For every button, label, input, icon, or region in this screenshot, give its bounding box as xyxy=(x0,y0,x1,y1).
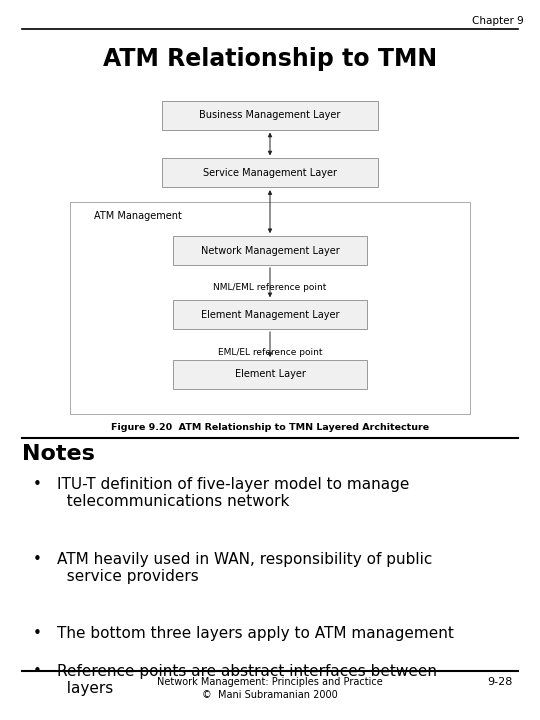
Bar xyxy=(173,236,367,265)
Bar xyxy=(173,360,367,389)
Text: The bottom three layers apply to ATM management: The bottom three layers apply to ATM man… xyxy=(57,626,454,642)
Text: Reference points are abstract interfaces between
  layers: Reference points are abstract interfaces… xyxy=(57,664,437,696)
Text: 9-28: 9-28 xyxy=(488,677,513,687)
Text: EML/EL reference point: EML/EL reference point xyxy=(218,348,322,356)
Text: Network Management: Principles and Practice
©  Mani Subramanian 2000: Network Management: Principles and Pract… xyxy=(157,677,383,700)
Text: ATM heavily used in WAN, responsibility of public
  service providers: ATM heavily used in WAN, responsibility … xyxy=(57,552,432,584)
Text: Service Management Layer: Service Management Layer xyxy=(203,168,337,178)
Bar xyxy=(173,300,367,329)
Text: •: • xyxy=(32,477,41,492)
Text: Network Management Layer: Network Management Layer xyxy=(201,246,339,256)
Text: Figure 9.20  ATM Relationship to TMN Layered Architecture: Figure 9.20 ATM Relationship to TMN Laye… xyxy=(111,423,429,432)
Text: ATM Management: ATM Management xyxy=(94,211,183,221)
Text: NML/EML reference point: NML/EML reference point xyxy=(213,284,327,292)
Text: ATM Relationship to TMN: ATM Relationship to TMN xyxy=(103,47,437,71)
Bar xyxy=(70,202,470,414)
Text: •: • xyxy=(32,552,41,567)
Text: Element Management Layer: Element Management Layer xyxy=(201,310,339,320)
Text: Notes: Notes xyxy=(22,444,94,464)
Bar xyxy=(162,101,378,130)
Text: Business Management Layer: Business Management Layer xyxy=(199,110,341,120)
Bar xyxy=(162,158,378,187)
Text: •: • xyxy=(32,664,41,679)
Text: •: • xyxy=(32,626,41,642)
Text: ITU-T definition of five-layer model to manage
  telecommunications network: ITU-T definition of five-layer model to … xyxy=(57,477,409,509)
Text: Element Layer: Element Layer xyxy=(234,369,306,379)
Text: Chapter 9: Chapter 9 xyxy=(472,16,524,26)
